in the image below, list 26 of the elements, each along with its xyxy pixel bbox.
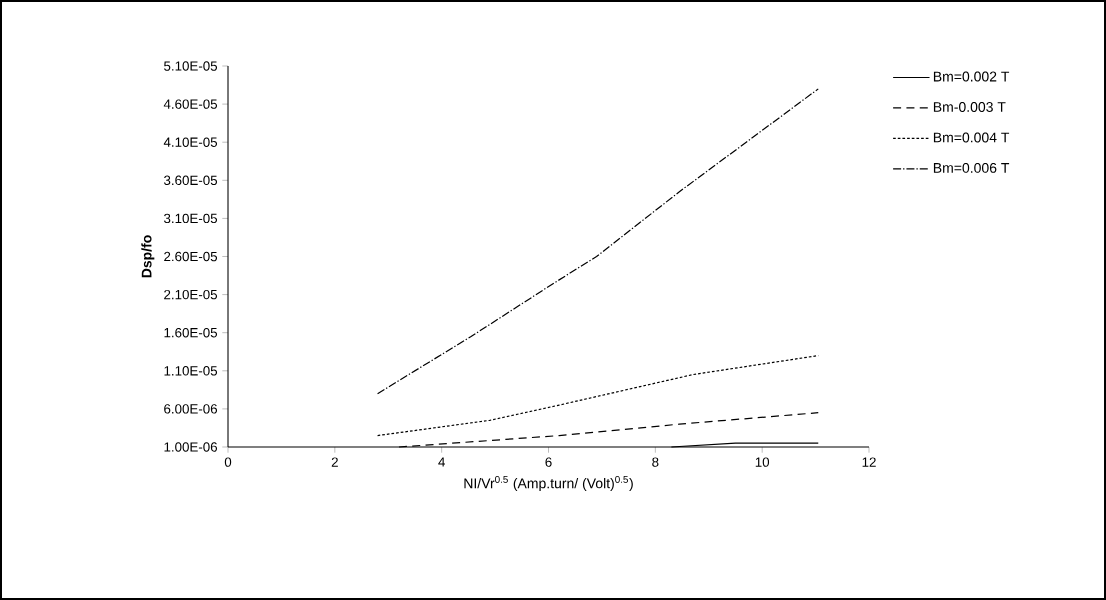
y-tick-label: 3.60E-05 — [163, 175, 218, 186]
x-tick-label: 0 — [224, 457, 232, 467]
y-tick-label: 3.10E-05 — [163, 213, 218, 224]
x-tick-label: 6 — [545, 457, 552, 467]
y-tick-label: 4.10E-05 — [163, 137, 218, 147]
x-tick-label: 2 — [331, 457, 338, 467]
legend-label: Bm=0.004 T — [933, 132, 1010, 143]
line-series — [376, 354, 819, 437]
x-axis-title: NI/Vr$^{0.5}$ (Amp.turn/ (Volt)$^{0.5}$) — [464, 476, 633, 492]
y-tick-label: 4.60E-05 — [163, 99, 218, 109]
line-series — [376, 88, 819, 395]
x-tick-label: 12 — [862, 457, 876, 467]
y-tick-label: 1.00E-06 — [164, 442, 218, 452]
x-tick-label: 4 — [438, 457, 445, 467]
y-tick-label: 1.60E-05 — [164, 327, 218, 338]
legend-label: Bm-0.003 T — [933, 102, 1006, 112]
x-tick-label: 8 — [652, 457, 659, 467]
y-tick-label: 2.60E-05 — [164, 251, 218, 262]
x-tick-label: 10 — [755, 457, 770, 467]
y-tick-label: 6.00E-06 — [164, 404, 218, 414]
y-tick-label: 1.10E-05 — [164, 366, 218, 376]
legend-label: Bm=0.006 T — [933, 162, 1010, 173]
legend-label: Bm=0.002 T — [933, 71, 1010, 82]
y-tick-label: 2.10E-05 — [164, 289, 218, 300]
y-tick-label: 5.10E-05 — [164, 61, 218, 71]
y-axis-title: Dsp/fo — [141, 235, 155, 278]
